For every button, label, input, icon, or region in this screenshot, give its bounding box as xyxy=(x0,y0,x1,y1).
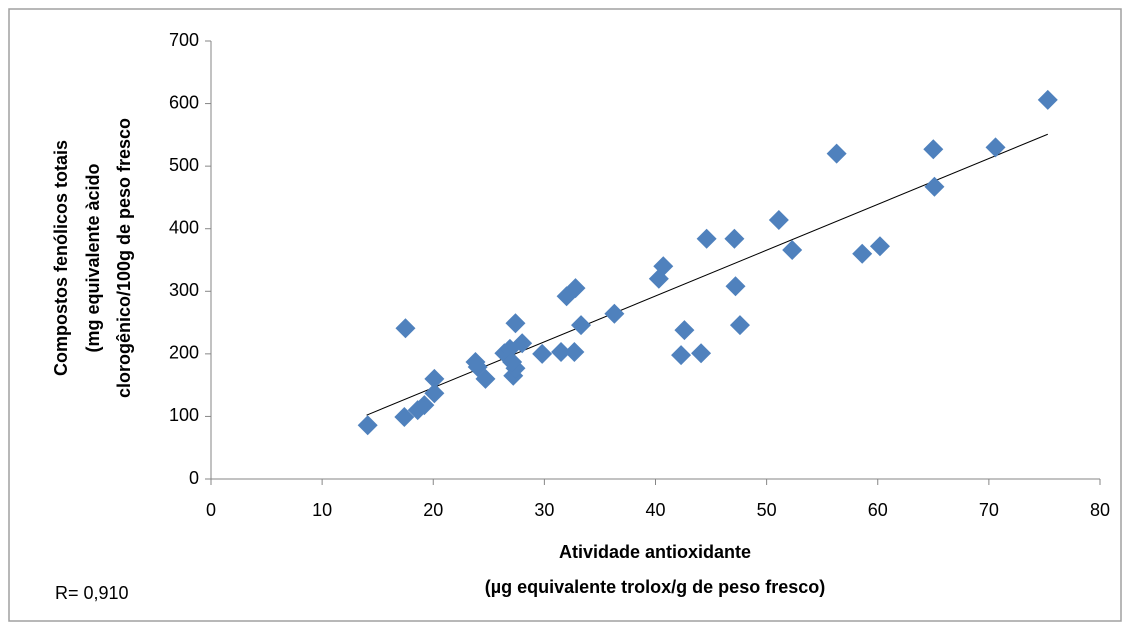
point xyxy=(564,341,585,362)
y-tick-label: 100 xyxy=(169,405,199,425)
y-tick-label: 300 xyxy=(169,280,199,300)
point xyxy=(923,139,944,160)
x-tick-label: 30 xyxy=(534,500,554,520)
x-tick-label: 40 xyxy=(645,500,665,520)
y-axis-label: (mg equivalente àcido xyxy=(83,163,103,352)
point xyxy=(1037,89,1058,110)
y-tick-label: 0 xyxy=(189,468,199,488)
point xyxy=(725,276,746,297)
point xyxy=(604,303,625,324)
point xyxy=(499,338,520,359)
point xyxy=(696,228,717,249)
point xyxy=(424,383,445,404)
point xyxy=(826,143,847,164)
point xyxy=(532,343,553,364)
point xyxy=(924,176,945,197)
point xyxy=(512,333,533,354)
y-tick-label: 600 xyxy=(169,92,199,112)
chart-frame xyxy=(8,8,1122,622)
point xyxy=(671,345,692,366)
point xyxy=(691,343,712,364)
point xyxy=(505,313,526,334)
point xyxy=(768,209,789,230)
point xyxy=(674,320,695,341)
x-tick-label: 70 xyxy=(979,500,999,520)
point xyxy=(869,236,890,257)
point xyxy=(724,228,745,249)
point xyxy=(502,351,523,372)
y-tick-label: 500 xyxy=(169,155,199,175)
point xyxy=(729,315,750,336)
x-tick-label: 20 xyxy=(423,500,443,520)
point xyxy=(571,315,592,336)
y-tick-label: 700 xyxy=(169,30,199,50)
y-axis-label: clorogênico/100g de peso fresco xyxy=(114,118,134,398)
x-axis-label: (µg equivalente trolox/g de peso fresco) xyxy=(485,577,825,597)
point xyxy=(394,407,415,428)
x-tick-label: 0 xyxy=(206,500,216,520)
point xyxy=(985,137,1006,158)
point xyxy=(653,256,674,277)
point xyxy=(475,368,496,389)
point xyxy=(424,368,445,389)
x-tick-label: 10 xyxy=(312,500,332,520)
point xyxy=(395,318,416,339)
x-axis-label: Atividade antioxidante xyxy=(559,542,751,562)
x-tick-label: 80 xyxy=(1090,500,1110,520)
y-axis-label: Compostos fenólicos totais xyxy=(51,140,71,376)
x-tick-label: 60 xyxy=(868,500,888,520)
x-tick-label: 50 xyxy=(757,500,777,520)
point xyxy=(414,395,435,416)
point xyxy=(357,415,378,436)
point xyxy=(551,341,572,362)
y-tick-label: 400 xyxy=(169,217,199,237)
point xyxy=(782,239,803,260)
point xyxy=(565,278,586,299)
point xyxy=(852,243,873,264)
y-tick-label: 200 xyxy=(169,343,199,363)
annotation: R= 0,910 xyxy=(55,583,129,603)
